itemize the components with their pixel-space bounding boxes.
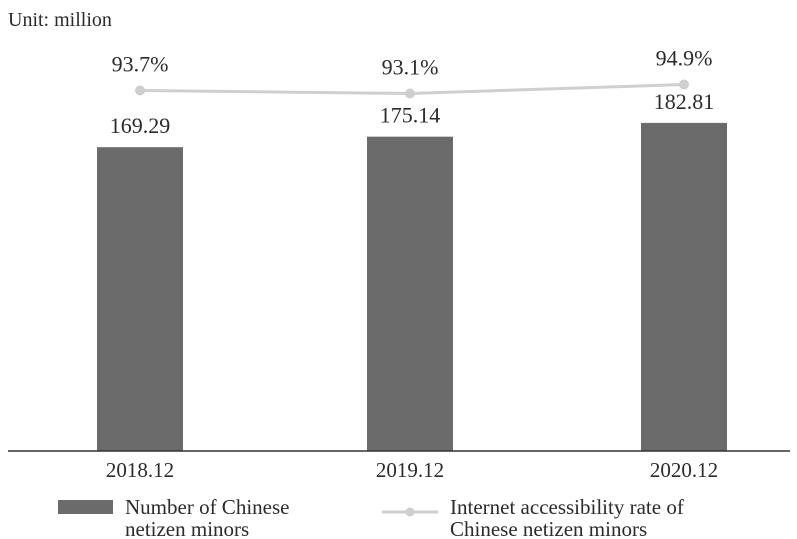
labels-layer: 169.29 175.14 182.81 93.7% 93.1% 94.9% — [110, 46, 715, 139]
x-tick-label: 2019.12 — [376, 458, 444, 482]
unit-label: Unit: million — [8, 9, 112, 31]
x-tick-label: 2018.12 — [106, 458, 174, 482]
legend-line-label-line-1: Internet accessibility rate of — [450, 495, 684, 519]
line-layer — [135, 79, 689, 99]
bars-layer — [97, 122, 727, 451]
rate-point-2018-12 — [135, 85, 145, 96]
bar-value-label: 169.29 — [110, 113, 171, 138]
bar-2019-12 — [367, 136, 453, 451]
rate-value-label: 94.9% — [656, 46, 713, 71]
legend-bar-swatch — [58, 500, 113, 514]
bar-2020-12 — [641, 122, 727, 451]
bar-value-label: 175.14 — [380, 103, 441, 128]
rate-point-2019-12 — [405, 88, 415, 99]
rate-value-label: 93.1% — [382, 55, 439, 80]
legend-bar-label-line-2: netizen minors — [125, 517, 249, 539]
x-tick-label: 2020.12 — [650, 458, 718, 482]
x-tick-labels: 2018.12 2019.12 2020.12 — [106, 458, 718, 482]
legend: Number of Chinese netizen minors Interne… — [58, 495, 684, 539]
bar-2018-12 — [97, 147, 183, 451]
legend-line-label-line-2: Chinese netizen minors — [450, 517, 647, 539]
rate-point-2020-12 — [679, 79, 689, 90]
rate-value-label: 93.7% — [112, 52, 169, 77]
legend-line-marker — [405, 507, 415, 517]
legend-bar-label-line-1: Number of Chinese — [125, 495, 289, 519]
bar-value-label: 182.81 — [654, 89, 715, 114]
